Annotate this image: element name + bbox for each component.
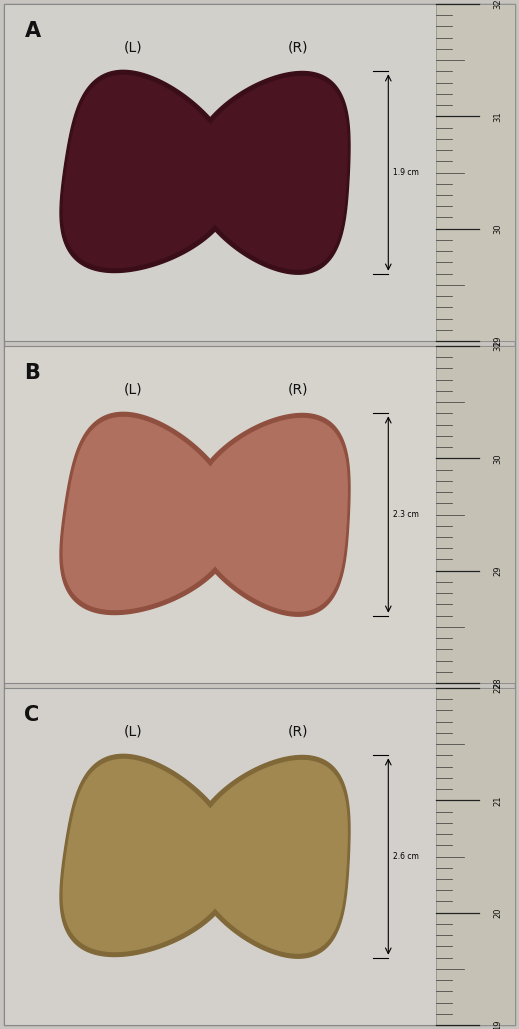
Polygon shape bbox=[188, 414, 350, 616]
Text: 1.9 cm: 1.9 cm bbox=[393, 168, 419, 177]
Text: 30: 30 bbox=[493, 223, 502, 234]
Bar bbox=[436, 688, 515, 1025]
Text: 2.3 cm: 2.3 cm bbox=[393, 510, 419, 519]
Bar bbox=[436, 4, 515, 341]
Text: 31: 31 bbox=[493, 111, 502, 121]
Text: C: C bbox=[24, 705, 39, 724]
Polygon shape bbox=[89, 442, 187, 554]
Polygon shape bbox=[63, 75, 233, 268]
Text: 20: 20 bbox=[493, 908, 502, 918]
Polygon shape bbox=[188, 755, 350, 958]
Bar bbox=[436, 346, 515, 683]
Text: (R): (R) bbox=[288, 41, 308, 55]
Bar bbox=[4, 4, 515, 341]
Polygon shape bbox=[63, 418, 233, 609]
Polygon shape bbox=[236, 442, 324, 555]
Text: (L): (L) bbox=[124, 41, 143, 55]
Bar bbox=[4, 346, 515, 683]
Text: 28: 28 bbox=[493, 678, 502, 688]
Polygon shape bbox=[194, 760, 347, 953]
Text: 21: 21 bbox=[493, 795, 502, 806]
Polygon shape bbox=[89, 784, 187, 895]
Polygon shape bbox=[194, 76, 347, 270]
Text: 29: 29 bbox=[493, 565, 502, 576]
Text: (R): (R) bbox=[288, 724, 308, 739]
Polygon shape bbox=[236, 785, 324, 896]
Text: (L): (L) bbox=[124, 724, 143, 739]
Polygon shape bbox=[188, 71, 350, 274]
Polygon shape bbox=[60, 754, 238, 957]
Bar bbox=[4, 688, 515, 1025]
Text: (R): (R) bbox=[288, 383, 308, 397]
Text: 29: 29 bbox=[493, 335, 502, 346]
Polygon shape bbox=[60, 70, 238, 273]
Polygon shape bbox=[63, 759, 233, 952]
Text: 30: 30 bbox=[493, 453, 502, 464]
Polygon shape bbox=[89, 100, 187, 211]
Text: (L): (L) bbox=[124, 383, 143, 397]
Text: 32: 32 bbox=[493, 0, 502, 9]
Text: 31: 31 bbox=[493, 341, 502, 351]
Text: 19: 19 bbox=[493, 1020, 502, 1029]
Text: 2.6 cm: 2.6 cm bbox=[393, 852, 419, 861]
Polygon shape bbox=[194, 419, 347, 611]
Polygon shape bbox=[236, 101, 324, 212]
Text: B: B bbox=[24, 363, 40, 383]
Polygon shape bbox=[60, 413, 238, 614]
Text: 22: 22 bbox=[493, 683, 502, 694]
Text: A: A bbox=[24, 21, 40, 41]
